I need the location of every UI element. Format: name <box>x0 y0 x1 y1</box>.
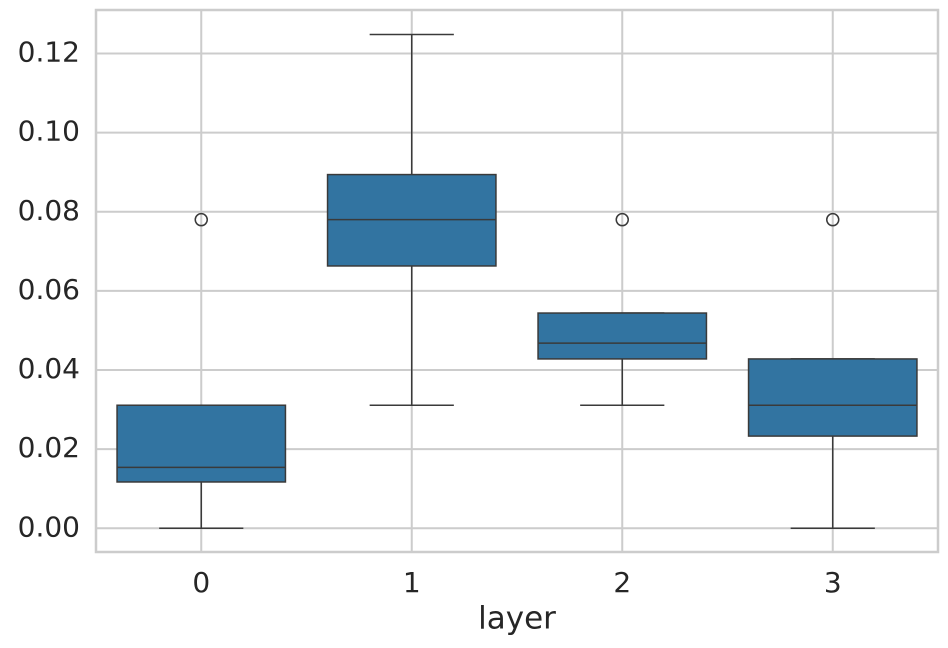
y-tick-label: 0.06 <box>18 273 80 306</box>
x-axis-label: layer <box>478 601 556 637</box>
x-tick-label: 1 <box>403 566 421 599</box>
flier <box>194 212 208 227</box>
y-tick-label: 0.02 <box>18 431 80 464</box>
box <box>537 312 708 360</box>
x-tick-label: 2 <box>613 566 631 599</box>
plot-frame <box>94 8 940 554</box>
y-tick-label: 0.12 <box>18 36 80 69</box>
y-tick-label: 0.08 <box>18 194 80 227</box>
x-tick-label: 3 <box>824 566 842 599</box>
flier <box>615 212 629 227</box>
y-tick-label: 0.04 <box>18 352 80 385</box>
x-tick-label: 0 <box>192 566 210 599</box>
box <box>116 404 287 483</box>
y-tick-label: 0.00 <box>18 510 80 543</box>
box <box>747 358 918 437</box>
flier <box>826 212 840 227</box>
y-tick-label: 0.10 <box>18 115 80 148</box>
